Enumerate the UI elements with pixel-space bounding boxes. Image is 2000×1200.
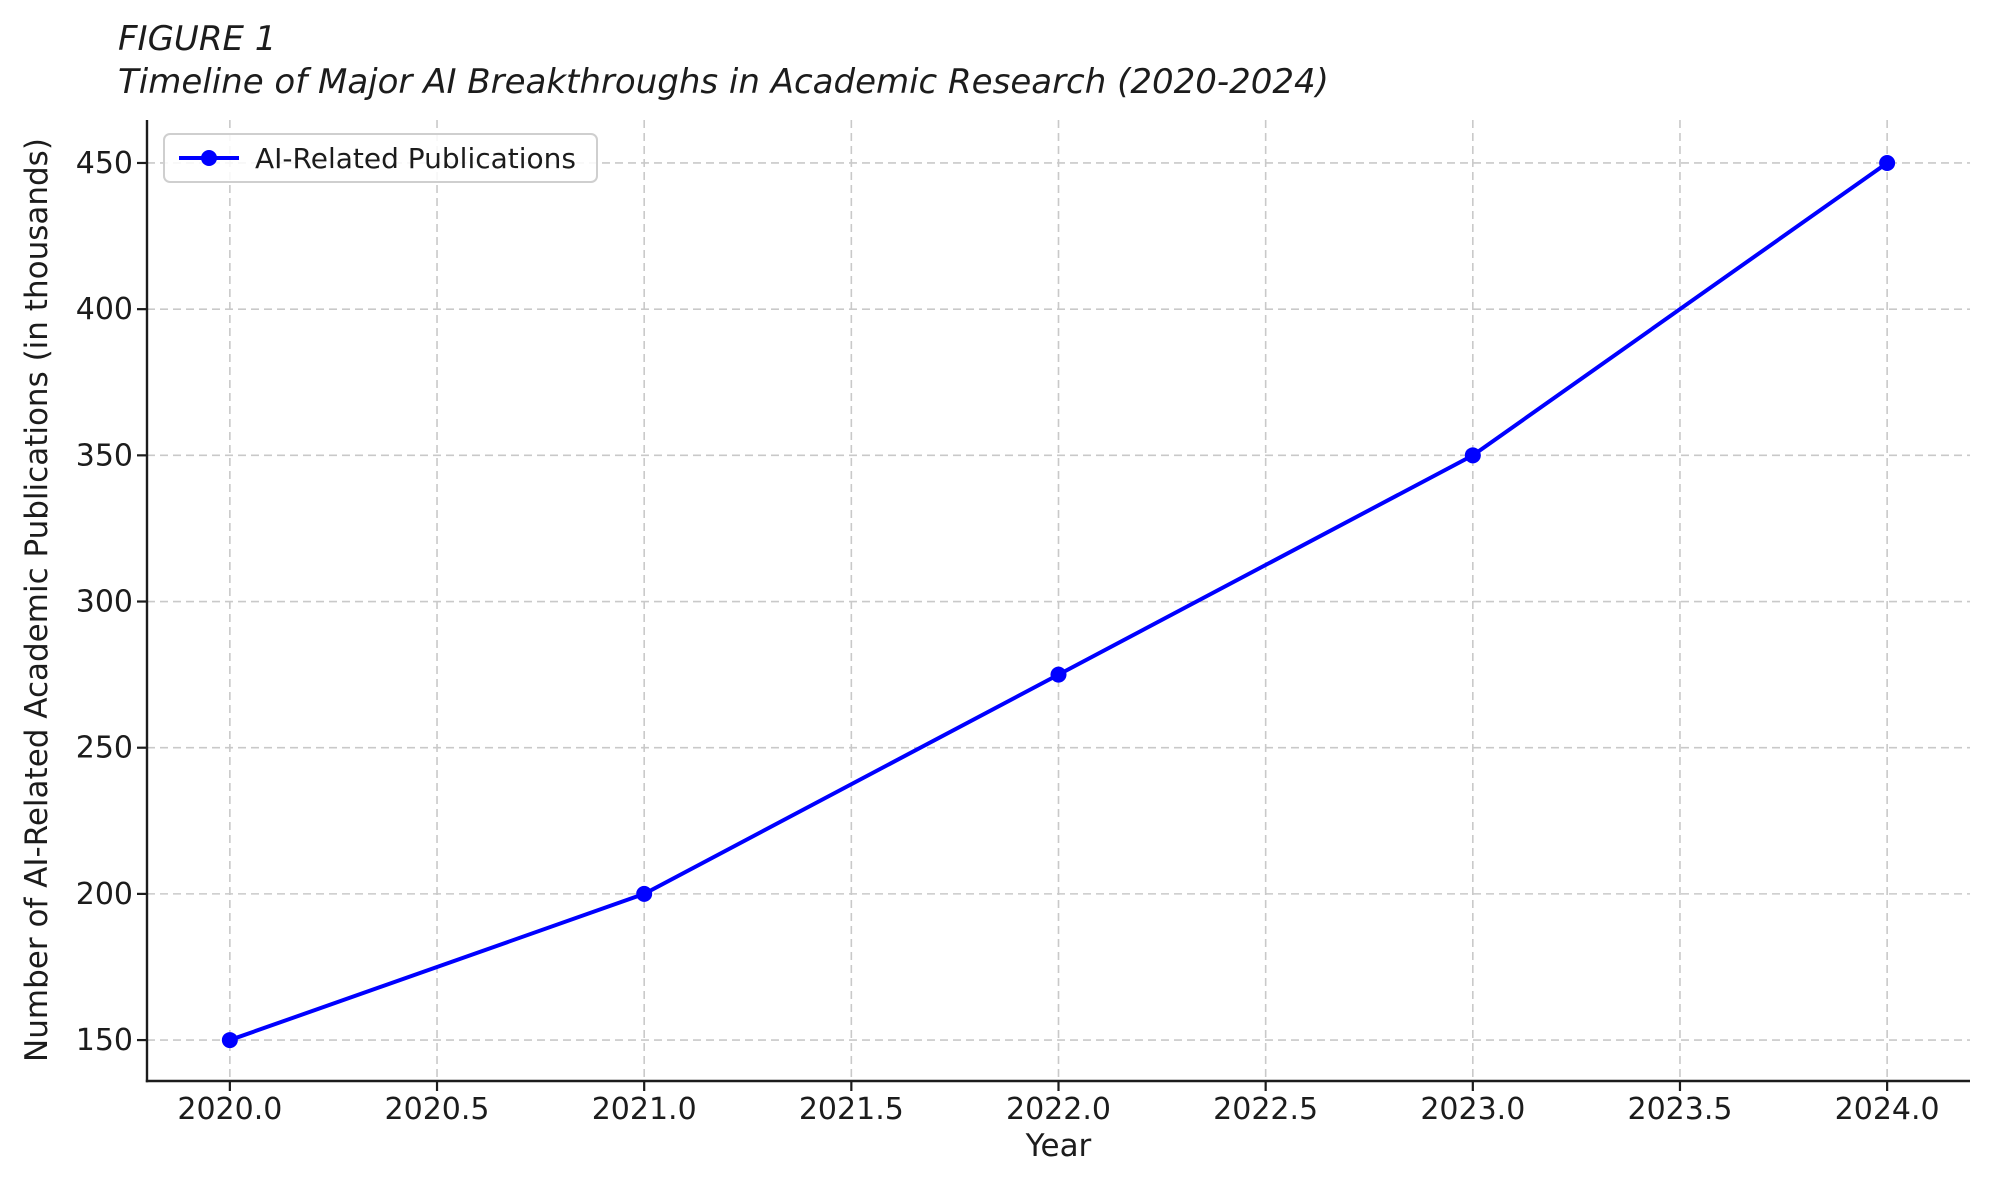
x-tick-label: 2022.5 bbox=[1213, 1092, 1318, 1127]
chart-title-line-2: Timeline of Major AI Breakthroughs in Ac… bbox=[118, 61, 1329, 102]
y-tick-label: 200 bbox=[76, 877, 133, 912]
x-tick-label: 2023.0 bbox=[1420, 1092, 1525, 1127]
x-tick-label: 2022.0 bbox=[1006, 1092, 1111, 1127]
y-tick-label: 450 bbox=[76, 146, 133, 181]
legend-line-marker-sample bbox=[179, 150, 239, 166]
x-tick-label: 2021.5 bbox=[799, 1092, 904, 1127]
y-axis-label: Number of AI-Related Academic Publicatio… bbox=[19, 138, 55, 1062]
x-tick-label: 2021.0 bbox=[592, 1092, 697, 1127]
y-tick-label: 400 bbox=[76, 292, 133, 327]
x-tick-label: 2020.5 bbox=[385, 1092, 490, 1127]
y-tick-label: 150 bbox=[76, 1023, 133, 1058]
legend-series-label: AI-Related Publications bbox=[255, 141, 577, 175]
chart-title: FIGURE 1 Timeline of Major AI Breakthrou… bbox=[118, 18, 1329, 104]
y-tick-label: 250 bbox=[76, 731, 133, 766]
legend: AI-Related Publications bbox=[163, 133, 599, 183]
x-axis-label: Year bbox=[1025, 1128, 1092, 1164]
data-point bbox=[221, 1032, 238, 1049]
y-tick-label: 300 bbox=[76, 585, 133, 620]
data-point bbox=[1464, 447, 1481, 464]
x-tick-label: 2024.0 bbox=[1835, 1092, 1940, 1127]
x-tick-label: 2020.0 bbox=[177, 1092, 282, 1127]
y-tick-label: 350 bbox=[76, 438, 133, 473]
data-point bbox=[1879, 154, 1896, 171]
x-tick-label: 2023.5 bbox=[1627, 1092, 1732, 1127]
chart-title-line-1: FIGURE 1 bbox=[118, 19, 277, 59]
data-point bbox=[636, 885, 653, 902]
data-point bbox=[1050, 666, 1067, 683]
